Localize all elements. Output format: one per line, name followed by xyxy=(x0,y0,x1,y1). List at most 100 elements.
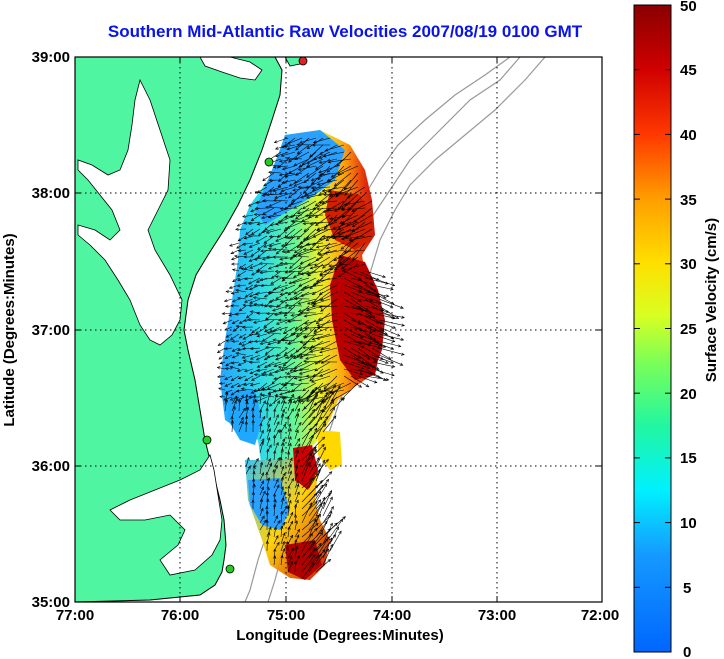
velocity-arrow xyxy=(280,298,296,302)
velocity-arrow xyxy=(357,305,375,318)
velocity-arrow xyxy=(294,514,296,524)
velocity-arrow-head xyxy=(251,419,255,424)
velocity-arrow-head xyxy=(267,457,271,462)
velocity-arrow-head xyxy=(292,368,297,373)
velocity-arrow xyxy=(262,333,275,342)
velocity-arrow xyxy=(323,193,345,195)
velocity-arrow xyxy=(243,382,254,386)
velocity-arrow-head xyxy=(373,380,378,384)
velocity-arrow xyxy=(255,200,268,204)
velocity-arrow-head xyxy=(309,502,312,506)
velocity-arrow-head xyxy=(289,353,294,357)
velocity-arrow xyxy=(352,214,373,227)
velocity-arrow xyxy=(310,221,331,225)
velocity-arrow xyxy=(250,382,261,386)
velocity-arrow xyxy=(261,382,275,390)
colorbar-tick-label: 45 xyxy=(680,62,697,79)
velocity-arrow xyxy=(279,172,296,176)
velocity-arrow xyxy=(287,505,290,517)
velocity-arrow xyxy=(280,526,283,538)
velocity-arrow xyxy=(310,340,331,348)
velocity-arrow-head xyxy=(273,503,277,508)
velocity-arrow-head xyxy=(276,421,280,425)
velocity-arrow xyxy=(299,354,317,356)
velocity-arrow xyxy=(303,249,324,251)
velocity-arrow-head xyxy=(295,472,299,477)
velocity-arrow-head xyxy=(280,338,285,342)
velocity-arrow-head xyxy=(217,342,222,346)
velocity-arrow-head xyxy=(336,526,340,531)
velocity-arrow xyxy=(273,526,277,538)
velocity-arrow-head xyxy=(311,181,315,185)
velocity-arrow-head xyxy=(292,280,296,284)
velocity-arrow-head xyxy=(401,315,405,319)
velocity-arrow-head xyxy=(296,413,300,417)
velocity-arrow-head xyxy=(289,368,294,372)
velocity-arrow-head xyxy=(330,543,333,548)
velocity-arrow xyxy=(259,430,264,440)
velocity-arrow-head xyxy=(278,173,283,177)
velocity-arrow xyxy=(266,424,270,433)
velocity-arrow-head xyxy=(302,334,307,339)
velocity-arrow-head xyxy=(337,274,342,278)
velocity-arrow-head xyxy=(299,261,304,265)
velocity-arrow xyxy=(219,382,226,384)
velocity-arrow-head xyxy=(230,378,235,382)
velocity-arrow xyxy=(266,417,271,426)
velocity-arrow xyxy=(255,235,268,243)
velocity-arrow xyxy=(272,186,289,192)
velocity-arrow xyxy=(300,193,317,198)
velocity-arrow xyxy=(225,389,233,394)
velocity-arrow-head xyxy=(331,406,335,411)
velocity-arrow-head xyxy=(292,188,296,192)
velocity-arrow xyxy=(271,270,282,279)
velocity-arrow xyxy=(259,499,263,510)
velocity-arrow-head xyxy=(319,409,324,413)
velocity-arrow-head xyxy=(236,284,241,288)
velocity-arrow-head xyxy=(338,530,342,535)
velocity-arrow xyxy=(315,501,325,524)
velocity-arrow-head xyxy=(290,534,294,539)
velocity-arrow-head xyxy=(332,384,336,389)
velocity-arrow-head xyxy=(314,386,318,391)
velocity-arrow-head xyxy=(325,458,329,463)
velocity-arrow-head xyxy=(324,520,328,525)
velocity-arrow xyxy=(337,165,359,175)
velocity-arrow-head xyxy=(318,292,323,295)
velocity-arrow-head xyxy=(259,277,264,282)
velocity-arrow-head xyxy=(330,400,334,405)
velocity-arrow xyxy=(273,200,289,202)
velocity-arrow xyxy=(232,298,240,303)
velocity-arrow xyxy=(306,158,324,167)
velocity-arrow-head xyxy=(244,277,248,281)
velocity-arrow xyxy=(320,382,338,394)
velocity-arrow-head xyxy=(322,209,327,213)
velocity-arrow-head xyxy=(296,458,300,463)
velocity-arrow xyxy=(281,382,296,385)
velocity-arrow xyxy=(294,546,298,559)
velocity-arrow-head xyxy=(231,355,236,359)
velocity-arrow-head xyxy=(368,310,373,314)
colorbar-tick-label: 10 xyxy=(680,515,697,532)
velocity-arrow xyxy=(303,284,324,289)
velocity-arrow-head xyxy=(353,219,358,223)
velocity-arrow-head xyxy=(295,465,299,469)
velocity-arrow xyxy=(309,347,331,353)
velocity-arrow-head xyxy=(329,194,333,197)
colorbar-tick-label: 15 xyxy=(680,450,697,467)
velocity-arrow xyxy=(281,361,296,371)
colorbar-tick-label: 5 xyxy=(683,580,691,597)
velocity-arrow xyxy=(264,291,275,298)
velocity-arrow xyxy=(285,270,303,273)
velocity-arrow-head xyxy=(324,224,329,228)
velocity-arrow-head xyxy=(293,291,298,295)
velocity-arrow-head xyxy=(261,257,266,261)
velocity-arrow xyxy=(298,263,317,269)
velocity-arrow-head xyxy=(259,408,263,413)
velocity-arrow xyxy=(266,228,282,234)
velocity-arrow-head xyxy=(315,320,320,325)
velocity-arrow-head xyxy=(369,282,374,286)
velocity-arrow-head xyxy=(330,506,334,510)
velocity-arrow xyxy=(231,256,240,260)
velocity-arrow-head xyxy=(267,342,271,346)
